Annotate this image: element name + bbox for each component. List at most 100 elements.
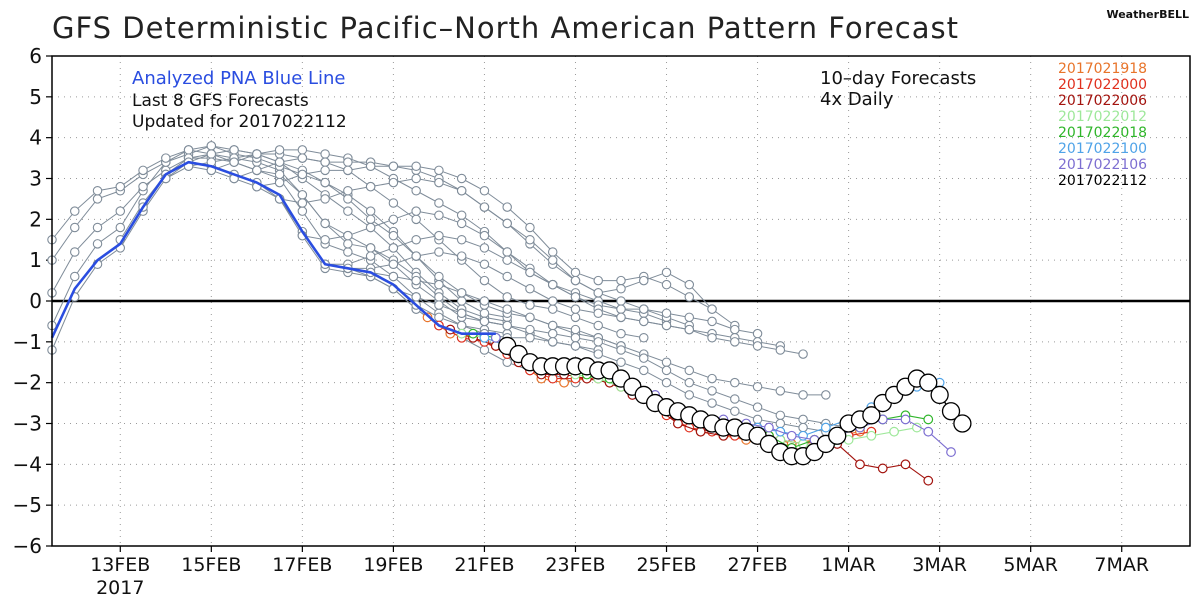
- series-point: [862, 406, 881, 425]
- old-forecast-point: [752, 341, 763, 351]
- old-forecast-point: [206, 149, 217, 159]
- series-point: [930, 385, 949, 405]
- old-forecast-point: [343, 230, 353, 241]
- old-forecast-point: [821, 390, 831, 400]
- older-forecast-series: [47, 141, 877, 441]
- old-forecast-point: [411, 173, 421, 184]
- old-forecast-point: [274, 157, 285, 167]
- old-forecast-point: [479, 345, 490, 355]
- old-forecast-point: [593, 337, 603, 347]
- y-tick-label: 0: [29, 289, 42, 313]
- old-forecast-point: [206, 141, 217, 151]
- y-tick-label: 6: [29, 44, 42, 68]
- series-point: [547, 373, 558, 384]
- old-forecast-point: [343, 194, 353, 204]
- old-forecast-point: [525, 332, 535, 343]
- old-forecast-point: [411, 275, 421, 286]
- old-forecast-point: [183, 145, 194, 155]
- legend-entry-2017022012: 2017022012: [1058, 109, 1147, 125]
- old-forecast-point: [730, 324, 740, 335]
- old-forecast-point: [411, 206, 421, 216]
- old-forecast-point: [320, 218, 330, 229]
- old-forecast-point: [570, 275, 581, 286]
- old-forecast-point: [502, 320, 512, 331]
- series-point: [786, 430, 797, 441]
- old-forecast-point: [547, 247, 558, 257]
- old-forecast-point: [388, 161, 399, 172]
- old-forecast-point: [411, 186, 421, 196]
- old-forecast-point: [456, 210, 467, 221]
- old-forecast-point: [502, 202, 512, 212]
- series-point: [695, 426, 706, 437]
- old-forecast-point: [684, 390, 695, 400]
- old-forecast-point: [775, 345, 786, 355]
- old-forecast-point: [229, 157, 239, 167]
- old-forecast-point: [547, 296, 558, 306]
- old-forecast-point: [684, 324, 695, 335]
- recent-forecast-series: [422, 312, 972, 486]
- old-forecast-point: [434, 165, 444, 176]
- old-forecast-point: [570, 341, 581, 351]
- old-forecast-point: [434, 279, 444, 290]
- old-forecast-point: [593, 349, 603, 359]
- y-tick-label: −6: [13, 534, 42, 558]
- old-forecast-point: [411, 214, 421, 225]
- old-forecast-point: [502, 292, 512, 302]
- old-forecast-point: [661, 267, 672, 278]
- series-point: [559, 377, 569, 388]
- old-forecast-point: [434, 230, 444, 241]
- old-forecast-point: [138, 181, 148, 192]
- old-forecast-point: [388, 259, 399, 269]
- old-forecast-point: [365, 161, 376, 172]
- legend-entry-2017022112: 2017022112: [1058, 173, 1147, 189]
- old-forecast-point: [752, 328, 763, 339]
- annotation-4x-daily: 4x Daily: [820, 89, 894, 110]
- old-forecast-point: [388, 230, 399, 241]
- old-forecast-point: [639, 304, 649, 314]
- old-forecast-point: [456, 288, 467, 298]
- old-forecast-point: [639, 275, 649, 286]
- old-forecast-point: [479, 296, 490, 306]
- old-forecast-point: [365, 222, 376, 233]
- old-forecast-point: [365, 251, 376, 261]
- annotation-analyzed-blue-line: Analyzed PNA Blue Line: [132, 68, 346, 89]
- old-forecast-point: [502, 304, 512, 314]
- old-forecast-point: [411, 251, 421, 261]
- old-forecast-point: [434, 300, 444, 310]
- old-forecast-point: [570, 332, 581, 343]
- x-year-label: 2017: [96, 577, 144, 599]
- old-forecast-point: [252, 165, 262, 176]
- series-point: [866, 430, 877, 441]
- y-tick-label: −3: [13, 412, 42, 436]
- old-forecast-point: [547, 255, 558, 265]
- old-forecast-point: [320, 165, 330, 176]
- old-forecast-point: [752, 402, 763, 412]
- old-forecast-point: [616, 296, 626, 306]
- old-forecast-point: [593, 320, 603, 331]
- old-forecast-point: [297, 153, 308, 163]
- old-forecast-point: [115, 181, 126, 192]
- old-forecast-point: [434, 312, 444, 323]
- old-forecast-point: [456, 218, 467, 229]
- old-forecast-point: [434, 247, 444, 257]
- analyzed-pna-line: [50, 160, 496, 339]
- old-forecast-point: [161, 153, 171, 163]
- x-tick-label: 23FEB: [545, 554, 605, 576]
- old-forecast-point: [456, 296, 467, 306]
- series-point: [900, 414, 911, 425]
- old-forecast-point: [775, 386, 786, 396]
- old-forecast-point: [639, 353, 649, 363]
- x-tick-label: 27FEB: [727, 554, 787, 576]
- old-forecast-point: [639, 332, 649, 343]
- old-forecast-point: [616, 312, 626, 323]
- old-forecast-point: [479, 243, 490, 253]
- old-forecast-point: [775, 410, 786, 421]
- series-point: [923, 414, 934, 425]
- x-tick-label: 5MAR: [1003, 554, 1058, 576]
- annotation-last-forecasts: Last 8 GFS Forecasts: [132, 91, 309, 111]
- old-forecast-point: [707, 332, 717, 343]
- y-axis: 6 5 4 3 2 1 0 −1 −2 −3 −4 −5 −6: [13, 44, 52, 558]
- old-forecast-point: [138, 165, 148, 176]
- old-forecast-point: [752, 381, 763, 392]
